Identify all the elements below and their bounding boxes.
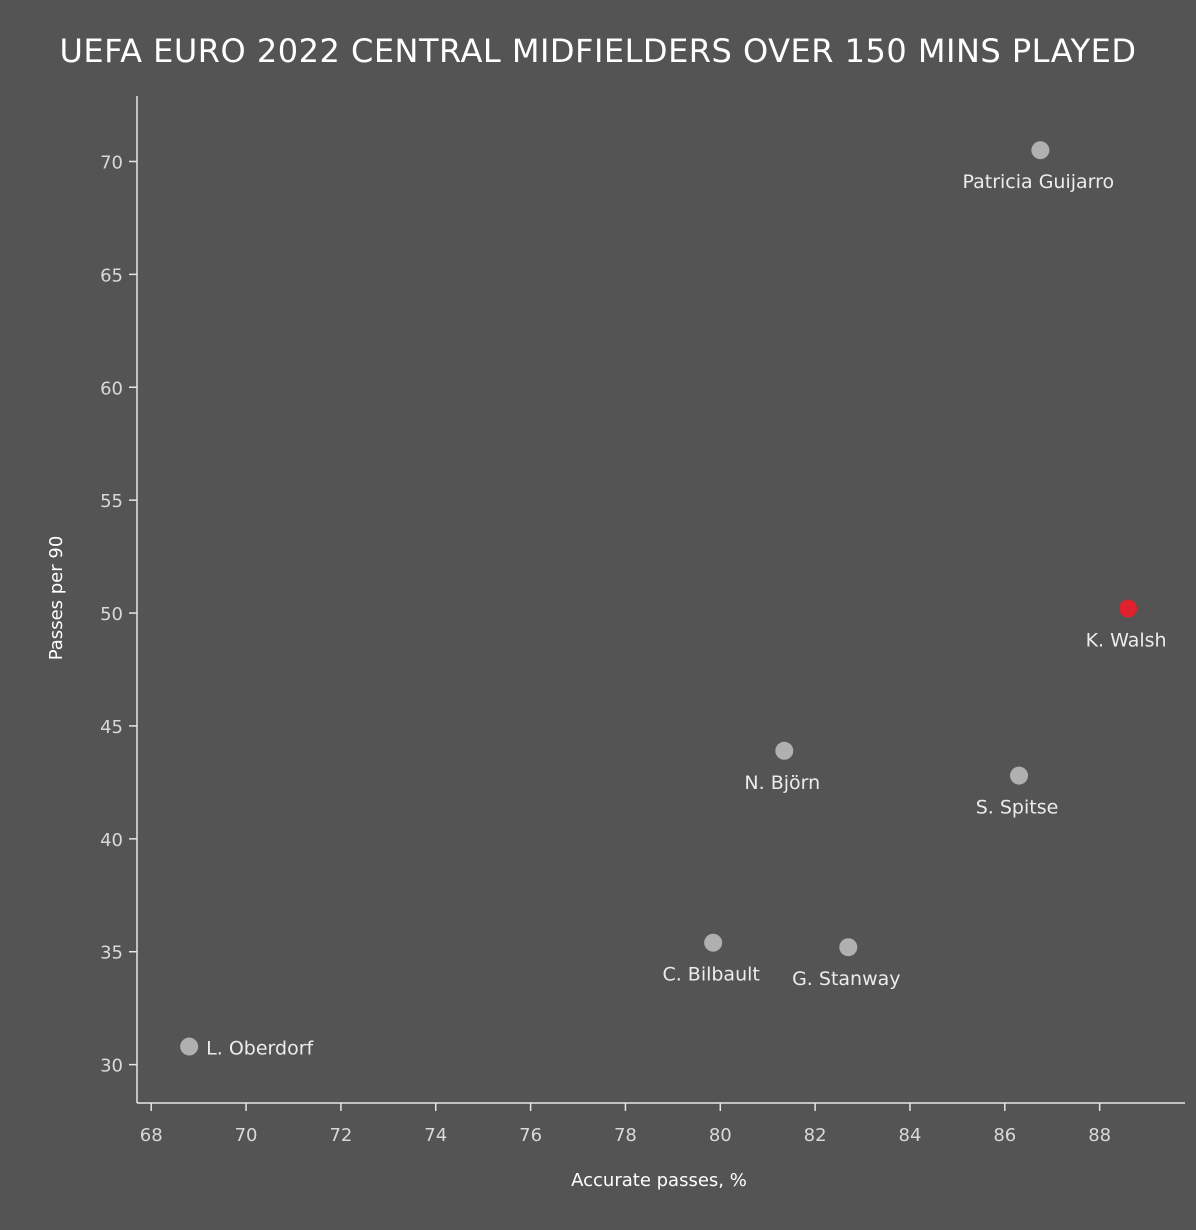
y-tick-label: 60 [100, 378, 123, 399]
point-label: C. Bilbault [662, 964, 759, 986]
x-tick-label: 76 [519, 1125, 542, 1146]
y-tick-label: 55 [100, 491, 123, 512]
point-label: Patricia Guijarro [963, 171, 1115, 193]
point-label: K. Walsh [1086, 630, 1167, 652]
data-point [775, 741, 794, 760]
data-point [180, 1037, 199, 1056]
data-point [1031, 141, 1050, 160]
data-point [1010, 766, 1029, 785]
x-tick-label: 82 [804, 1125, 827, 1146]
point-label: N. Björn [744, 772, 820, 794]
point-label: S. Spitse [976, 797, 1059, 819]
y-tick-label: 45 [100, 717, 123, 738]
x-tick-label: 78 [614, 1125, 637, 1146]
y-tick-label: 65 [100, 265, 123, 286]
chart-title: UEFA EURO 2022 CENTRAL MIDFIELDERS OVER … [59, 32, 1137, 70]
x-tick-label: 84 [899, 1125, 922, 1146]
y-tick-label: 30 [100, 1056, 123, 1077]
point-label: G. Stanway [792, 968, 900, 990]
x-tick-label: 68 [140, 1125, 163, 1146]
x-axis-title: Accurate passes, % [571, 1170, 747, 1191]
x-tick-label: 70 [235, 1125, 258, 1146]
y-tick-label: 70 [100, 152, 123, 173]
y-tick-label: 40 [100, 830, 123, 851]
point-label: L. Oberdorf [206, 1038, 314, 1060]
x-axis-ticks: 68 70 72 74 76 78 80 82 84 86 88 [140, 1103, 1111, 1146]
x-tick-label: 88 [1088, 1125, 1111, 1146]
y-tick-label: 35 [100, 943, 123, 964]
y-axis-ticks: 30 35 40 45 50 55 60 65 70 [100, 152, 137, 1077]
x-tick-label: 86 [993, 1125, 1016, 1146]
x-tick-label: 74 [424, 1125, 447, 1146]
y-axis-title: Passes per 90 [46, 536, 67, 661]
x-tick-label: 80 [709, 1125, 732, 1146]
data-point [704, 933, 723, 952]
data-point [839, 938, 858, 957]
x-tick-label: 72 [329, 1125, 352, 1146]
data-points: Patricia Guijarro K. Walsh N. Björn S. Spit… [180, 141, 1167, 1060]
y-tick-label: 50 [100, 604, 123, 625]
data-point [1119, 599, 1138, 618]
